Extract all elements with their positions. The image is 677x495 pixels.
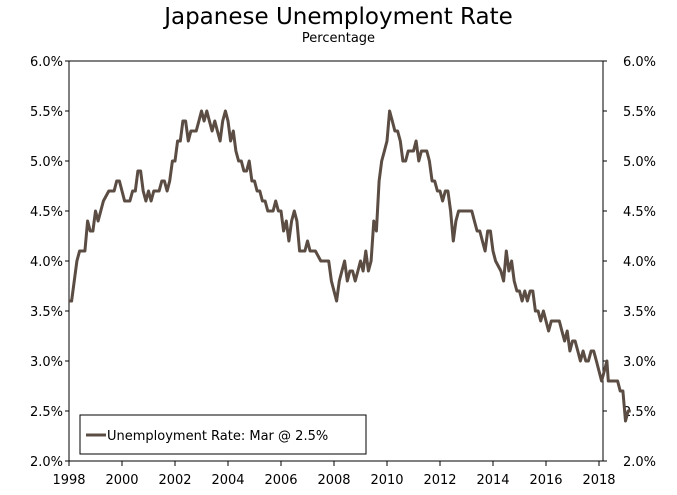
y-tick-label-right: 5.5% — [623, 105, 656, 120]
y-tick-label-right: 2.5% — [623, 405, 656, 420]
y-tick-label-right: 4.0% — [623, 255, 656, 270]
chart-title: Japanese Unemployment Rate — [164, 4, 513, 30]
y-tick-label-left: 4.0% — [30, 255, 63, 270]
y-tick-label-left: 2.5% — [30, 405, 63, 420]
y-tick-label-right: 2.0% — [623, 455, 656, 470]
x-tick-label: 2002 — [158, 473, 191, 488]
chart-subtitle: Percentage — [301, 31, 376, 46]
y-tick-label-left: 3.5% — [30, 305, 63, 320]
x-tick-label: 2000 — [105, 473, 138, 488]
y-tick-label-left: 5.0% — [30, 155, 63, 170]
y-tick-label-right: 6.0% — [623, 55, 656, 70]
y-tick-label-right: 3.0% — [623, 355, 656, 370]
x-tick-label: 1998 — [52, 473, 85, 488]
y-tick-label-right: 5.0% — [623, 155, 656, 170]
x-tick-label: 2006 — [264, 473, 297, 488]
y-tick-label-right: 4.5% — [623, 205, 656, 220]
x-tick-label: 2004 — [211, 473, 244, 488]
x-tick-label: 2014 — [476, 473, 509, 488]
legend: Unemployment Rate: Mar @ 2.5% — [79, 414, 367, 455]
x-tick-label: 2018 — [582, 473, 615, 488]
plot-area-frame — [68, 60, 604, 462]
y-tick-label-left: 6.0% — [30, 55, 63, 70]
x-tick-label: 2012 — [423, 473, 456, 488]
x-tick-label: 2016 — [529, 473, 562, 488]
legend-box — [79, 414, 367, 455]
x-tick-label: 2010 — [370, 473, 403, 488]
y-tick-label-left: 3.0% — [30, 355, 63, 370]
series-line-unemployment-rate — [69, 109, 631, 423]
y-tick-label-right: 3.5% — [623, 305, 656, 320]
y-tick-label-left: 2.0% — [30, 455, 63, 470]
legend-label: Unemployment Rate: Mar @ 2.5% — [107, 429, 328, 444]
x-tick-label: 2008 — [317, 473, 350, 488]
y-tick-label-left: 5.5% — [30, 105, 63, 120]
y-tick-label-left: 4.5% — [30, 205, 63, 220]
